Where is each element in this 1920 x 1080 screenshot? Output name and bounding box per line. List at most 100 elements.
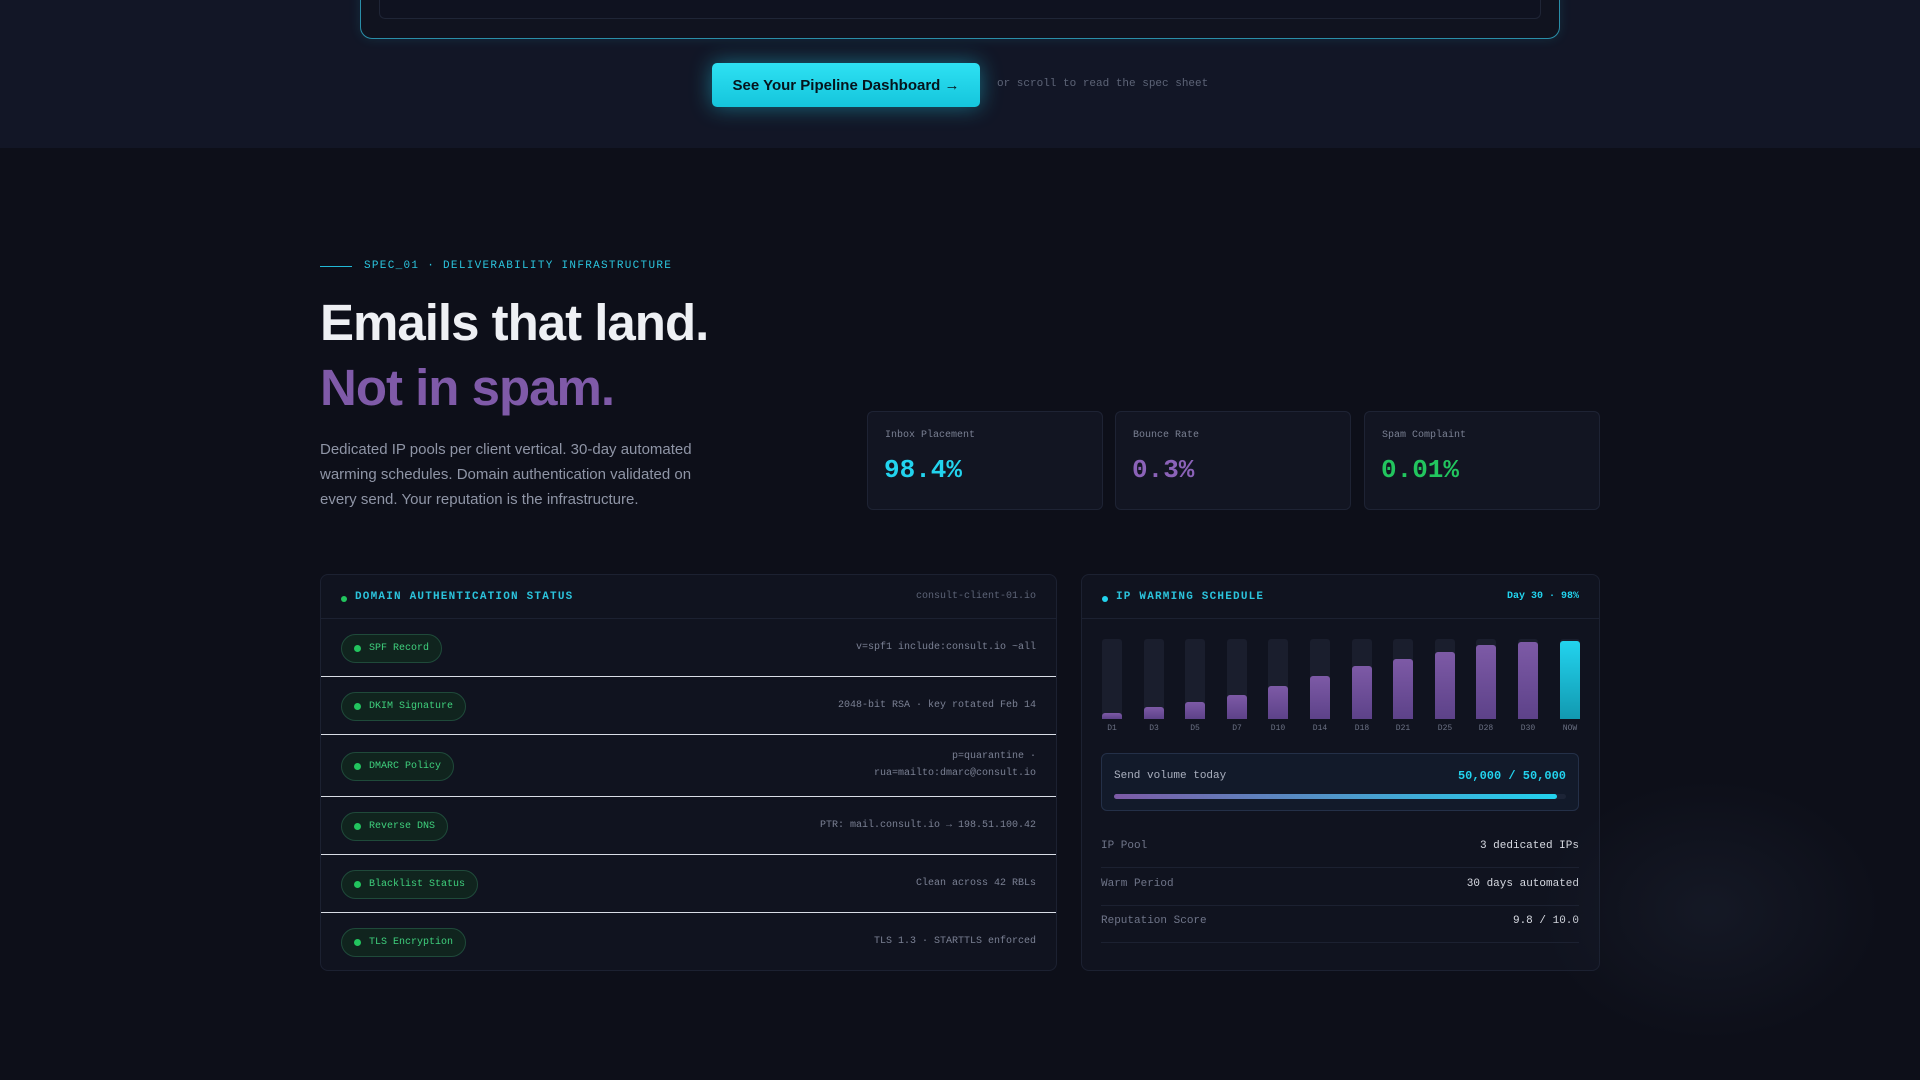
warming-bar bbox=[1144, 639, 1164, 719]
warming-bar-fill bbox=[1310, 676, 1330, 719]
warming-bar bbox=[1185, 639, 1205, 719]
warming-bar-label: D18 bbox=[1354, 724, 1370, 733]
check-dot-icon bbox=[354, 762, 361, 770]
auth-row: SPF Record v=spf1 include:consult.io ~all bbox=[321, 619, 1056, 677]
warming-bar bbox=[1352, 639, 1372, 719]
warming-bar bbox=[1227, 639, 1247, 719]
check-dot-icon bbox=[354, 938, 361, 946]
auth-check-value: PTR: mail.consult.io → 198.51.100.42 bbox=[819, 820, 1036, 831]
status-dot-icon bbox=[1102, 596, 1108, 602]
warming-bar-fill bbox=[1352, 666, 1372, 719]
check-dot-icon bbox=[354, 702, 361, 710]
warming-bar bbox=[1518, 639, 1538, 719]
auth-row: Reverse DNS PTR: mail.consult.io → 198.51… bbox=[321, 797, 1056, 855]
stat-value: 98.4% bbox=[884, 455, 963, 485]
check-dot-icon bbox=[354, 880, 361, 888]
auth-check-label: Blacklist Status bbox=[369, 878, 466, 890]
warming-bar bbox=[1310, 639, 1330, 719]
detail-value: 3 dedicated IPs bbox=[1479, 840, 1579, 852]
warming-bar bbox=[1560, 639, 1580, 719]
stat-label: Spam Complaint bbox=[1382, 430, 1467, 441]
warming-bar-label: D3 bbox=[1149, 724, 1159, 733]
panel-header: IP WARMING SCHEDULE Day 30 · 98% bbox=[1082, 575, 1599, 619]
auth-status-pill: DMARC Policy bbox=[341, 751, 455, 781]
check-dot-icon bbox=[354, 822, 361, 830]
detail-value: 30 days automated bbox=[1466, 878, 1579, 890]
auth-check-value: 2048-bit RSA · key rotated Feb 14 bbox=[837, 700, 1036, 711]
send-volume-fill bbox=[1114, 794, 1557, 799]
auth-check-label: DMARC Policy bbox=[369, 760, 442, 772]
stat-label: Bounce Rate bbox=[1133, 430, 1200, 441]
send-volume-value: 50,000 / 50,000 bbox=[1457, 769, 1566, 783]
stat-value: 0.01% bbox=[1381, 455, 1460, 485]
auth-status-pill: Reverse DNS bbox=[341, 811, 449, 841]
terminal-card bbox=[360, 0, 1560, 39]
auth-check-value: v=spf1 include:consult.io ~all bbox=[855, 642, 1036, 653]
warming-bar-label: D7 bbox=[1232, 724, 1242, 733]
section-description: Dedicated IP pools per client vertical. … bbox=[320, 441, 692, 508]
auth-check-value: TLS 1.3 · STARTTLS enforced bbox=[873, 936, 1036, 947]
send-volume-box: Send volume today 50,000 / 50,000 bbox=[1101, 753, 1579, 811]
warming-bar-label: D25 bbox=[1437, 724, 1453, 733]
warming-bar bbox=[1102, 639, 1122, 719]
panel-title: DOMAIN AUTHENTICATION STATUS bbox=[355, 591, 574, 603]
headline-primary: Emails that land. bbox=[320, 294, 709, 351]
send-volume-track bbox=[1114, 794, 1566, 799]
auth-row: DKIM Signature 2048-bit RSA · key rotated… bbox=[321, 677, 1056, 735]
warming-bar-fill bbox=[1102, 713, 1122, 719]
auth-check-value: Clean across 42 RBLs bbox=[915, 878, 1036, 889]
top-band: See Your Pipeline Dashboard → or scroll … bbox=[0, 0, 1920, 148]
warming-bar-fill bbox=[1185, 702, 1205, 719]
warming-bar-label: D1 bbox=[1107, 724, 1117, 733]
warming-bar bbox=[1476, 639, 1496, 719]
spec-divider bbox=[320, 266, 352, 267]
background-glow bbox=[1540, 780, 1880, 1040]
warming-bar-fill bbox=[1518, 642, 1538, 719]
warming-bar-label: D10 bbox=[1270, 724, 1286, 733]
auth-check-label: TLS Encryption bbox=[369, 936, 454, 948]
detail-value: 9.8 / 10.0 bbox=[1512, 915, 1579, 927]
warming-bar-label: D30 bbox=[1520, 724, 1536, 733]
stat-label: Inbox Placement bbox=[885, 430, 976, 441]
stat-card-spam-complaint: Spam Complaint 0.01% bbox=[1364, 411, 1600, 510]
auth-check-value: p=quarantine · rua=mailto:dmarc@consult.… bbox=[873, 751, 1036, 779]
warming-bar-fill bbox=[1393, 659, 1413, 719]
detail-key: Reputation Score bbox=[1101, 915, 1207, 927]
auth-check-label: Reverse DNS bbox=[369, 820, 436, 832]
warming-bar-label: NOW bbox=[1562, 724, 1578, 733]
status-dot-icon bbox=[341, 596, 347, 602]
stat-value: 0.3% bbox=[1132, 455, 1195, 485]
warming-bar-fill bbox=[1435, 652, 1455, 719]
auth-row: TLS Encryption TLS 1.3 · STARTTLS enforce… bbox=[321, 913, 1056, 971]
warming-bar bbox=[1435, 639, 1455, 719]
stat-card-inbox-placement: Inbox Placement 98.4% bbox=[867, 411, 1103, 510]
warming-bar-label: D5 bbox=[1190, 724, 1200, 733]
warming-bar-label: D28 bbox=[1478, 724, 1494, 733]
warming-bar-label: D21 bbox=[1395, 724, 1411, 733]
stat-card-bounce-rate: Bounce Rate 0.3% bbox=[1115, 411, 1351, 510]
panel-header: DOMAIN AUTHENTICATION STATUS consult-cli… bbox=[321, 575, 1056, 619]
warming-bar-fill bbox=[1227, 695, 1247, 719]
auth-status-pill: DKIM Signature bbox=[341, 691, 467, 721]
auth-status-pill: SPF Record bbox=[341, 633, 443, 663]
auth-row: Blacklist Status Clean across 42 RBLs bbox=[321, 855, 1056, 913]
check-dot-icon bbox=[354, 644, 361, 652]
panel-domain: consult-client-01.io bbox=[915, 591, 1036, 602]
warming-bar-fill bbox=[1560, 641, 1580, 719]
terminal-card-inner bbox=[379, 0, 1541, 19]
warming-bar bbox=[1393, 639, 1413, 719]
detail-key: Warm Period bbox=[1101, 878, 1174, 890]
warming-progress: Day 30 · 98% bbox=[1506, 591, 1579, 602]
spec-label: SPEC_01 · DELIVERABILITY INFRASTRUCTURE bbox=[364, 260, 673, 272]
auth-check-label: SPF Record bbox=[369, 642, 430, 654]
detail-row: Warm Period 30 days automated bbox=[1101, 870, 1579, 906]
pipeline-dashboard-button[interactable]: See Your Pipeline Dashboard → bbox=[712, 63, 980, 107]
panel-title: IP WARMING SCHEDULE bbox=[1116, 591, 1265, 603]
auth-status-pill: Blacklist Status bbox=[341, 869, 479, 899]
scroll-hint: or scroll to read the spec sheet bbox=[997, 78, 1209, 90]
detail-row: Reputation Score 9.8 / 10.0 bbox=[1101, 907, 1579, 943]
warming-bar-label: D14 bbox=[1312, 724, 1328, 733]
domain-auth-panel: DOMAIN AUTHENTICATION STATUS consult-cli… bbox=[320, 574, 1057, 971]
warming-bar-fill bbox=[1268, 686, 1288, 719]
auth-status-pill: TLS Encryption bbox=[341, 927, 467, 957]
